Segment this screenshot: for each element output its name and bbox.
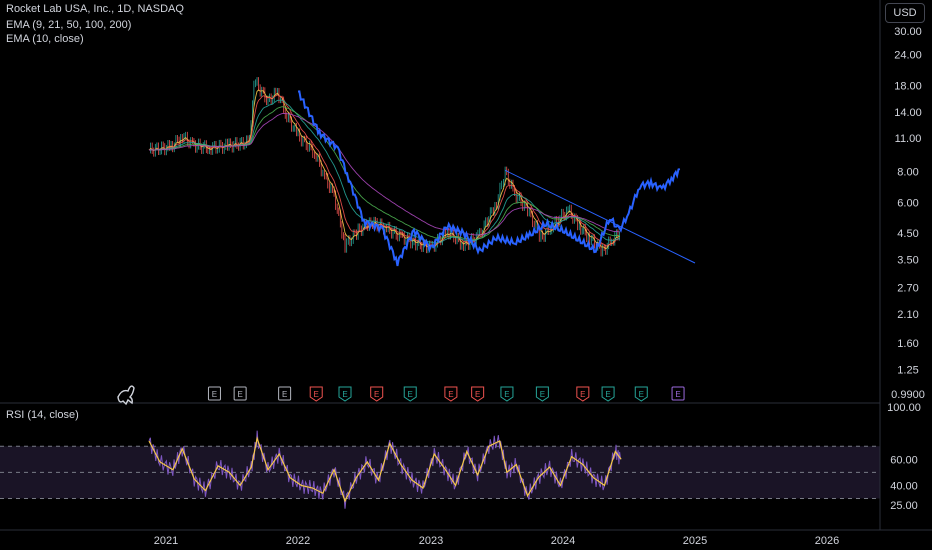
earnings-marker[interactable]: E: [671, 386, 685, 401]
earnings-marker-label: E: [504, 390, 509, 399]
rsi-ma-line: [148, 436, 622, 503]
earnings-marker-label: E: [448, 390, 453, 399]
earnings-marker-shape: [671, 386, 685, 401]
price-tick-label: 30.00: [894, 26, 922, 38]
earnings-marker-shape: [601, 386, 615, 402]
currency-button[interactable]: USD: [885, 3, 925, 23]
price-tick-label: 2.70: [897, 282, 918, 294]
time-tick-label: 2021: [154, 535, 178, 547]
earnings-marker-shape: [278, 386, 292, 401]
earnings-marker[interactable]: E: [500, 386, 514, 402]
rsi-tick-label: 100.00: [887, 402, 921, 414]
earnings-marker-shape: [535, 386, 549, 402]
rsi-pane[interactable]: [0, 430, 880, 509]
earnings-marker-label: E: [475, 390, 480, 399]
price-tick-label: 3.50: [897, 255, 918, 267]
price-pane[interactable]: [148, 77, 696, 267]
earnings-marker-label: E: [408, 390, 413, 399]
earnings-marker-label: E: [540, 390, 545, 399]
earnings-marker-shape: [471, 386, 485, 402]
ema-multi-legend[interactable]: EMA (9, 21, 50, 100, 200): [6, 19, 132, 31]
earnings-marker[interactable]: E: [370, 386, 384, 402]
earnings-marker[interactable]: E: [403, 386, 417, 402]
earnings-marker[interactable]: E: [601, 386, 615, 402]
earnings-marker[interactable]: E: [471, 386, 485, 402]
earnings-marker-shape: [403, 386, 417, 402]
rsi-tick-label: 60.00: [890, 454, 918, 466]
earnings-marker-label: E: [212, 390, 217, 399]
earnings-marker-shape: [207, 386, 221, 401]
trendline: [504, 169, 696, 264]
earnings-marker-label: E: [342, 390, 347, 399]
time-tick-label: 2026: [815, 535, 839, 547]
price-tick-label: 0.9900: [891, 389, 925, 401]
price-tick-label: 1.25: [897, 364, 918, 376]
time-tick-label: 2025: [683, 535, 707, 547]
earnings-marker-label: E: [314, 390, 319, 399]
earnings-marker[interactable]: E: [338, 386, 352, 402]
earnings-marker-shape: [576, 386, 590, 402]
earnings-marker-shape: [634, 386, 648, 402]
earnings-marker-shape: [500, 386, 514, 402]
time-tick-label: 2022: [286, 535, 310, 547]
price-tick-label: 4.50: [897, 228, 918, 240]
rsi-legend[interactable]: RSI (14, close): [6, 409, 79, 421]
earnings-marker-shape: [309, 386, 323, 402]
earnings-marker-label: E: [580, 390, 585, 399]
symbol-title: Rocket Lab USA, Inc., 1D, NASDAQ: [6, 3, 184, 15]
earnings-marker-label: E: [639, 390, 644, 399]
rsi-tick-label: 40.00: [890, 480, 918, 492]
earnings-marker-shape: [444, 386, 458, 402]
price-tick-label: 1.60: [897, 338, 918, 350]
time-tick-label: 2024: [551, 535, 575, 547]
price-tick-label: 14.00: [894, 107, 922, 119]
earnings-marker[interactable]: E: [233, 386, 247, 401]
earnings-marker-shape: [338, 386, 352, 402]
price-tick-label: 24.00: [894, 50, 922, 62]
price-tick-label: 2.10: [897, 309, 918, 321]
earnings-marker-shape: [370, 386, 384, 402]
price-tick-label: 11.00: [895, 133, 922, 145]
price-tick-label: 6.00: [897, 197, 918, 209]
earnings-marker[interactable]: E: [278, 386, 292, 401]
time-tick-label: 2023: [419, 535, 443, 547]
earnings-marker-label: E: [282, 390, 287, 399]
earnings-marker-label: E: [605, 390, 610, 399]
earnings-marker[interactable]: E: [576, 386, 590, 402]
rsi-tick-label: 25.00: [890, 500, 918, 512]
ema-line: [148, 112, 620, 236]
earnings-marker[interactable]: E: [634, 386, 648, 402]
ema-10-legend[interactable]: EMA (10, close): [6, 33, 84, 45]
earnings-marker-label: E: [374, 390, 379, 399]
earnings-marker[interactable]: E: [207, 386, 221, 401]
ema-10-close-line: [297, 90, 681, 267]
earnings-marker[interactable]: E: [535, 386, 549, 402]
earnings-marker-shape: [233, 386, 247, 401]
price-tick-label: 18.00: [894, 80, 922, 92]
earnings-marker-label: E: [237, 390, 242, 399]
earnings-marker-label: E: [675, 390, 680, 399]
earnings-marker[interactable]: E: [444, 386, 458, 402]
price-tick-label: 8.00: [897, 167, 918, 179]
dino-logo-icon: [117, 385, 135, 406]
earnings-marker[interactable]: E: [309, 386, 323, 402]
